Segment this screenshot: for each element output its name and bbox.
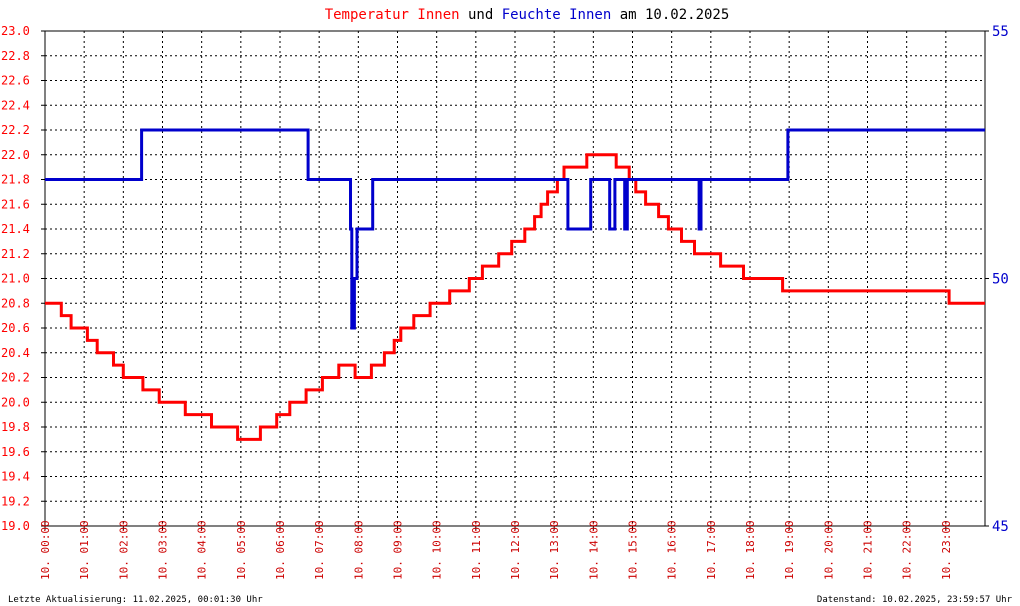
y-left-tick-label: 19.4 (1, 470, 30, 484)
temperature-line (45, 153, 985, 441)
x-tick-label: 10. 09:00 (392, 520, 405, 580)
x-tick-label: 10. 02:00 (117, 520, 130, 580)
x-tick-label: 10. 20:00 (822, 520, 835, 580)
x-tick-label: 10. 05:00 (235, 520, 248, 580)
y-left-tick-label: 20.8 (1, 296, 30, 310)
title-part: am 10.02.2025 (611, 7, 729, 23)
x-tick-label: 10. 03:00 (157, 520, 170, 580)
y-left-tick-label: 21.4 (1, 222, 30, 236)
title-part: Feuchte Innen (502, 7, 612, 23)
chart-title: Temperatur Innen und Feuchte Innen am 10… (325, 7, 730, 23)
y-left-tick-label: 21.8 (1, 173, 30, 187)
y-left-tick-label: 21.2 (1, 247, 30, 261)
y-axis-left: 19.0 19.2 19.4 19.6 19.8 20.0 20.2 20.4 20.6 20.8… (1, 24, 45, 533)
x-tick-label: 10. 21:00 (862, 520, 875, 580)
x-tick-label: 10. 04:00 (196, 520, 209, 580)
y-left-tick-label: 22.2 (1, 123, 30, 137)
y-left-tick-label: 22.8 (1, 49, 30, 63)
y-left-tick-label: 19.6 (1, 445, 30, 459)
x-axis: 10. 00:00 10. 01:00 10. 02:00 10. 03:00 10. … (39, 520, 953, 580)
y-right-tick-label: 45 (992, 519, 1009, 535)
x-tick-label: 10. 18:00 (744, 520, 757, 580)
y-left-tick-label: 22.4 (1, 98, 30, 112)
x-tick-label: 10. 07:00 (313, 520, 326, 580)
y-left-tick-label: 19.8 (1, 420, 30, 434)
humidity-line (45, 128, 985, 330)
x-tick-label: 10. 08:00 (352, 520, 365, 580)
y-axis-right: 45 50 55 (985, 24, 1009, 535)
x-tick-label: 10. 00:00 (39, 520, 52, 580)
y-left-tick-label: 20.0 (1, 395, 30, 409)
x-tick-label: 10. 16:00 (666, 520, 679, 580)
footer-last-update: Letzte Aktualisierung: 11.02.2025, 00:01… (8, 595, 263, 605)
title-part: Temperatur Innen (325, 7, 460, 23)
y-left-tick-label: 19.0 (1, 519, 30, 533)
x-tick-label: 10. 17:00 (705, 520, 718, 580)
x-tick-label: 10. 06:00 (274, 520, 287, 580)
x-tick-label: 10. 01:00 (78, 520, 91, 580)
x-tick-label: 10. 23:00 (940, 520, 953, 580)
y-left-tick-label: 20.6 (1, 321, 30, 335)
y-left-tick-label: 21.0 (1, 272, 30, 286)
x-tick-label: 10. 14:00 (587, 520, 600, 580)
title-part: und (460, 7, 502, 23)
x-tick-label: 10. 22:00 (901, 520, 914, 580)
y-left-tick-label: 22.6 (1, 74, 30, 88)
x-tick-label: 10. 10:00 (431, 520, 444, 580)
x-tick-label: 10. 19:00 (783, 520, 796, 580)
y-left-tick-label: 23.0 (1, 24, 30, 38)
x-tick-label: 10. 12:00 (509, 520, 522, 580)
y-left-tick-label: 20.2 (1, 371, 30, 385)
y-right-tick-label: 50 (992, 272, 1009, 288)
x-tick-label: 10. 15:00 (627, 520, 640, 580)
footer-data-status: Datenstand: 10.02.2025, 23:59:57 Uhr (817, 595, 1013, 605)
x-tick-label: 10. 11:00 (470, 520, 483, 580)
y-left-tick-label: 22.0 (1, 148, 30, 162)
y-left-tick-label: 21.6 (1, 197, 30, 211)
y-left-tick-label: 19.2 (1, 494, 30, 508)
y-right-tick-label: 55 (992, 24, 1009, 40)
series-lines (45, 128, 985, 441)
y-left-tick-label: 20.4 (1, 346, 30, 360)
x-tick-label: 10. 13:00 (548, 520, 561, 580)
